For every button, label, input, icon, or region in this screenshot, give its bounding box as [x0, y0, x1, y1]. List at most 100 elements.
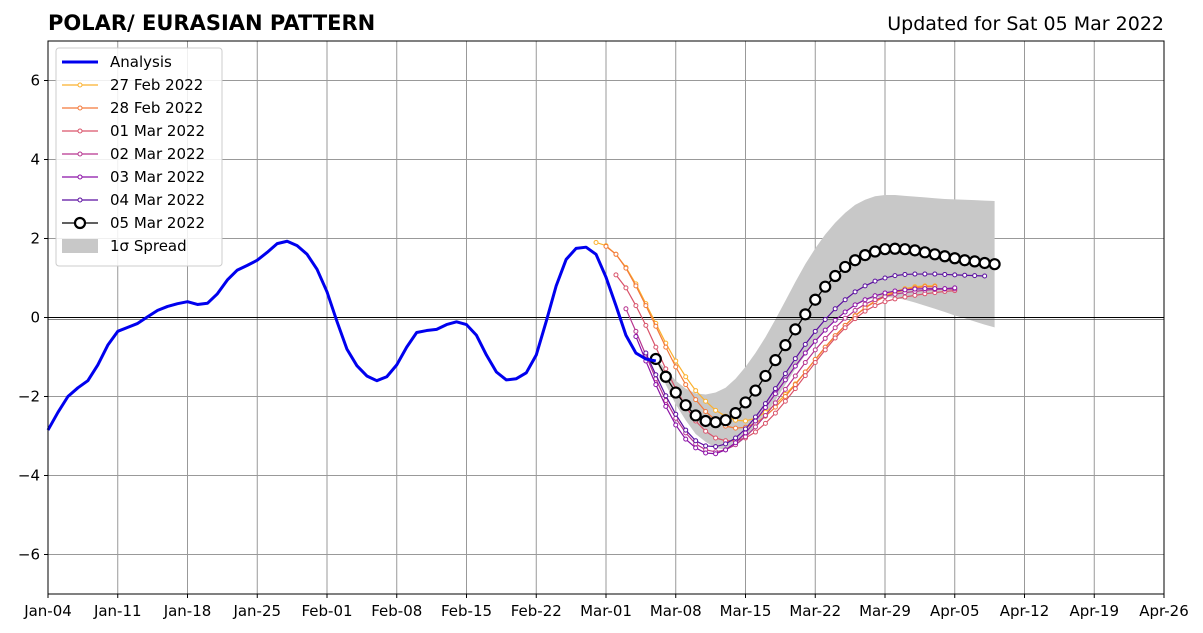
legend-label-series: 28 Feb 2022 — [110, 99, 203, 117]
series-point — [623, 265, 629, 271]
series-point — [862, 283, 868, 289]
y-tick-label: 6 — [30, 72, 40, 90]
series-point — [898, 243, 912, 256]
series-point — [643, 303, 649, 309]
series-point — [852, 316, 858, 322]
series-point — [888, 242, 902, 255]
series-point — [922, 286, 928, 292]
series-point — [902, 287, 908, 293]
series-point — [902, 294, 908, 300]
series-point — [822, 335, 828, 341]
series-point — [948, 252, 961, 265]
series-4 — [633, 285, 958, 457]
legend-swatch-marker — [77, 151, 83, 157]
series-point — [743, 426, 748, 432]
series-point — [809, 293, 822, 306]
x-tick-label: Feb-08 — [371, 602, 422, 620]
series-point — [743, 430, 748, 436]
series-point — [912, 271, 918, 277]
series-point — [868, 245, 882, 258]
series-point — [892, 296, 898, 302]
series-point — [613, 251, 619, 257]
series-point — [812, 338, 818, 344]
series-point — [703, 428, 709, 434]
y-tick-label: −6 — [18, 546, 40, 564]
chart-subtitle: Updated for Sat 05 Mar 2022 — [887, 13, 1164, 35]
series-point — [752, 429, 758, 435]
series-point — [772, 404, 778, 410]
series-point — [762, 401, 768, 407]
series-point — [912, 292, 918, 298]
series-point — [739, 396, 752, 409]
series-point — [643, 322, 649, 328]
x-tick-label: Jan-18 — [163, 602, 212, 620]
series-point — [852, 307, 858, 313]
series-point — [723, 447, 729, 453]
legend-swatch-marker — [77, 197, 83, 203]
series-point — [703, 443, 709, 449]
chart-title: POLAR/ EURASIAN PATTERN — [48, 11, 375, 35]
series-point — [713, 407, 719, 413]
series-point — [663, 403, 669, 409]
series-point — [762, 420, 768, 426]
series-point — [713, 451, 719, 457]
series-point — [673, 422, 679, 428]
series-point — [643, 350, 649, 356]
series-lines — [593, 239, 1001, 457]
series-point — [663, 366, 669, 372]
legend-swatch-marker — [77, 82, 83, 88]
legend-label-series: 01 Mar 2022 — [110, 122, 205, 140]
series-point — [762, 412, 768, 418]
series-point — [988, 258, 1001, 271]
series-point — [952, 285, 958, 291]
series-point — [782, 398, 788, 404]
series-point — [653, 372, 659, 378]
series-point — [942, 286, 948, 292]
series-point — [832, 317, 838, 323]
series-point — [872, 297, 878, 303]
series-point — [799, 308, 812, 321]
legend-label-series: 03 Mar 2022 — [110, 168, 205, 186]
series-line — [605, 245, 935, 429]
series-point — [653, 344, 659, 350]
series-line — [625, 288, 955, 453]
series-point — [928, 248, 941, 261]
series-point — [683, 374, 689, 380]
series-point — [832, 325, 838, 331]
series-point — [772, 400, 778, 406]
series-point — [663, 344, 669, 350]
series-point — [769, 354, 782, 367]
series-point — [733, 435, 739, 441]
series-point — [802, 373, 808, 379]
zero-line — [48, 317, 1164, 320]
x-tick-label: Apr-19 — [1070, 602, 1120, 620]
series-point — [689, 409, 702, 422]
series-point — [633, 328, 639, 334]
series-point — [932, 271, 938, 277]
series-point — [673, 358, 679, 364]
series-point — [822, 316, 828, 322]
x-tick-label: Apr-05 — [930, 602, 980, 620]
legend-label-series: 27 Feb 2022 — [110, 76, 203, 94]
series-point — [952, 272, 958, 278]
series-point — [932, 286, 938, 292]
series-point — [982, 273, 988, 279]
y-tick-label: 0 — [30, 309, 40, 327]
series-point — [802, 360, 808, 366]
x-tick-label: Feb-15 — [441, 602, 492, 620]
series-point — [942, 271, 948, 277]
spread-area — [655, 195, 995, 450]
x-tick-label: Apr-26 — [1139, 602, 1189, 620]
y-tick-label: 4 — [30, 151, 40, 169]
series-point — [902, 271, 908, 277]
series-point — [693, 438, 699, 444]
series-point — [772, 391, 778, 397]
series-point — [852, 289, 858, 295]
y-tick-label: −4 — [18, 467, 40, 485]
series-point — [733, 425, 739, 431]
series-point — [858, 248, 872, 262]
series-point — [812, 360, 818, 366]
x-tick-label: Feb-01 — [301, 602, 352, 620]
series-point — [752, 414, 758, 420]
